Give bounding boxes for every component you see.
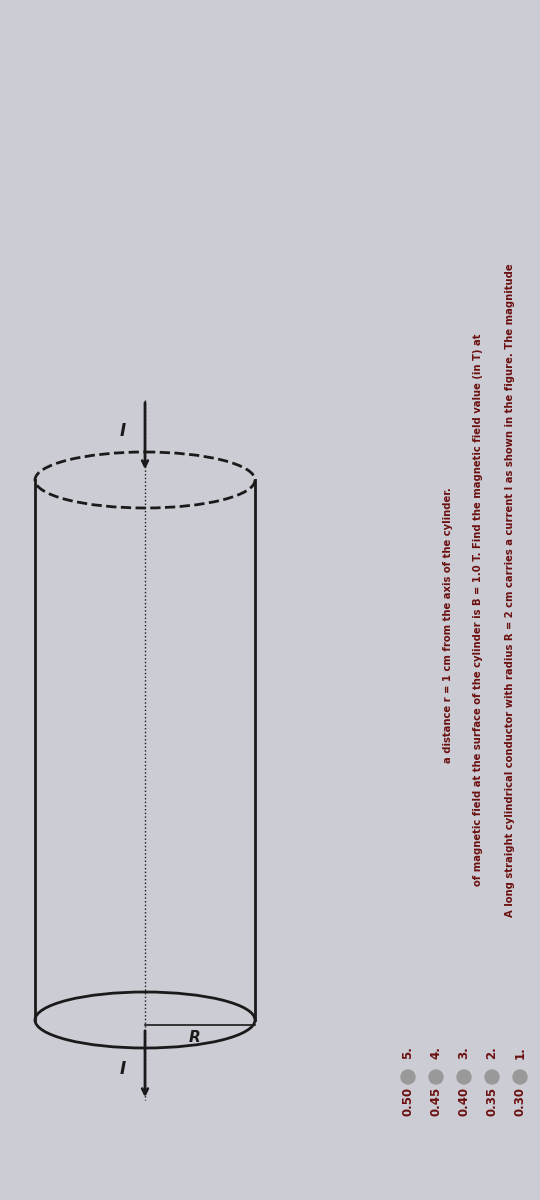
Text: 0.30: 0.30 (514, 1086, 526, 1116)
Text: A long straight cylindrical conductor with radius R = 2 cm carries a current I a: A long straight cylindrical conductor wi… (505, 263, 515, 917)
Text: 0.35: 0.35 (485, 1086, 498, 1116)
Text: I: I (120, 422, 126, 440)
Text: 4.: 4. (429, 1046, 442, 1060)
Text: 0.45: 0.45 (429, 1086, 442, 1116)
Circle shape (485, 1070, 499, 1084)
Text: 0.40: 0.40 (457, 1086, 470, 1116)
Text: 3.: 3. (457, 1046, 470, 1060)
Circle shape (429, 1070, 443, 1084)
Circle shape (401, 1070, 415, 1084)
Text: 5.: 5. (402, 1046, 415, 1060)
Text: 0.50: 0.50 (402, 1086, 415, 1116)
Circle shape (457, 1070, 471, 1084)
Circle shape (513, 1070, 527, 1084)
Text: I: I (120, 1060, 126, 1078)
Text: a distance r = 1 cm from the axis of the cylinder.: a distance r = 1 cm from the axis of the… (443, 487, 453, 763)
Text: 2.: 2. (485, 1046, 498, 1060)
Text: of magnetic field at the surface of the cylinder is B = 1.0 T. Find the magnetic: of magnetic field at the surface of the … (473, 334, 483, 887)
Text: 1.: 1. (514, 1046, 526, 1060)
Text: R: R (189, 1031, 201, 1045)
